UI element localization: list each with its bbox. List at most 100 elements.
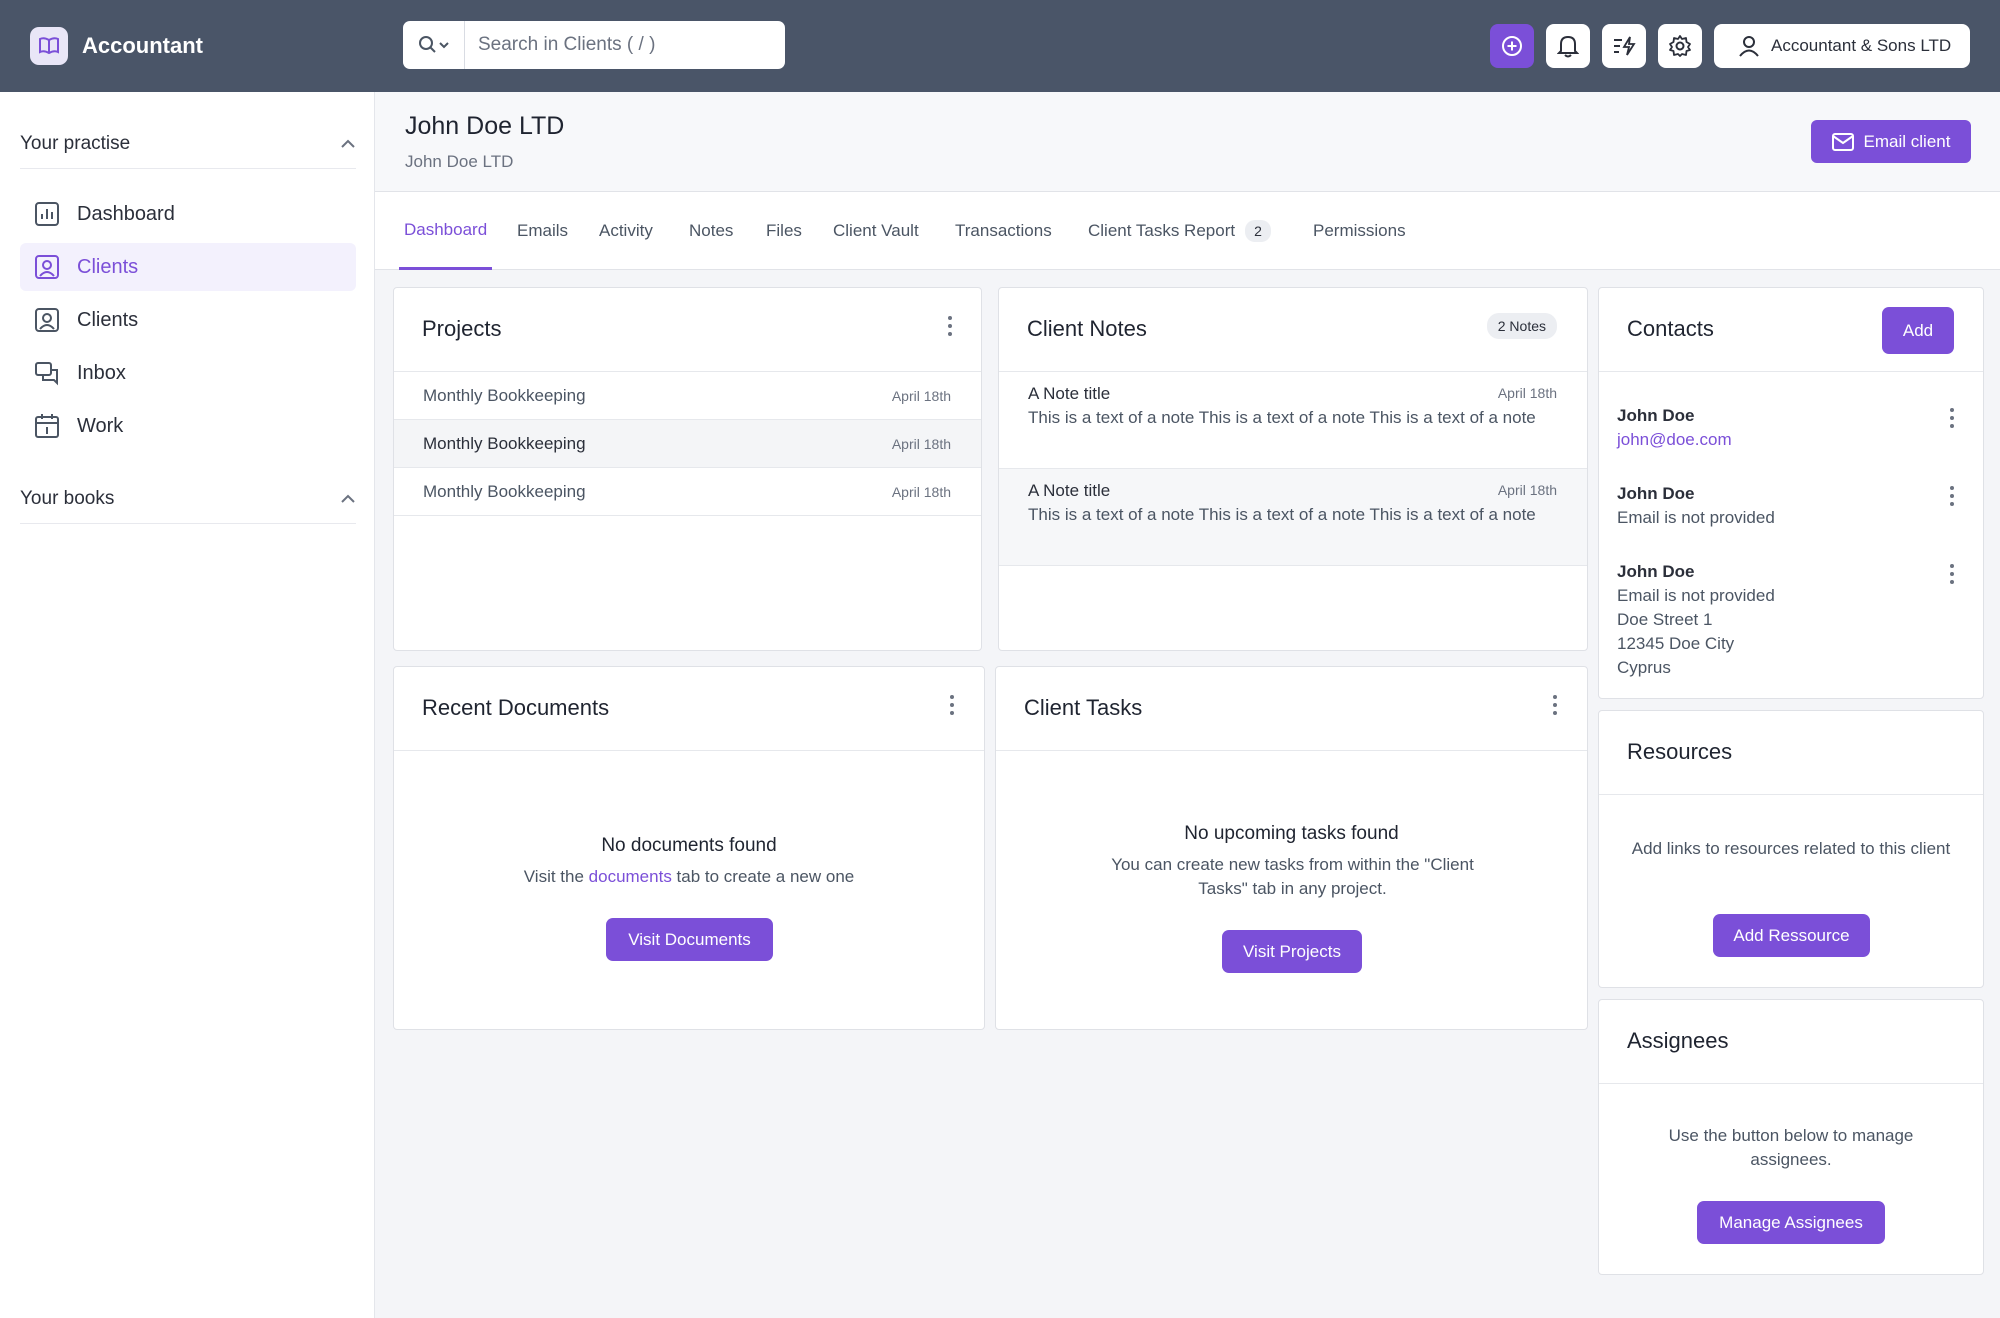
account-label: Accountant & Sons LTD <box>1771 36 1952 55</box>
card-title: Contacts <box>1627 316 1714 341</box>
contact-name: John Doe <box>1617 406 1695 425</box>
create-button[interactable] <box>1490 24 1534 68</box>
contact-more-menu[interactable] <box>1942 484 1962 508</box>
tab-label: Client Vault <box>833 221 919 240</box>
note-title: A Note title <box>1028 481 1111 500</box>
tab-files[interactable]: Files <box>766 192 802 270</box>
tab-bar: Dashboard Emails Activity Notes Files Cl… <box>375 192 2000 270</box>
search-input[interactable] <box>465 34 765 56</box>
notifications-button[interactable] <box>1546 24 1590 68</box>
empty-state-text: Visit the documents tab to create a new … <box>394 865 984 889</box>
contact-address-line: Cyprus <box>1617 658 1671 677</box>
tab-label: Files <box>766 221 802 240</box>
sidebar-item-label: Inbox <box>77 361 126 384</box>
email-client-label: Email client <box>1863 131 1951 151</box>
search-scope-button[interactable] <box>403 21 465 69</box>
tab-notes[interactable]: Notes <box>689 192 733 270</box>
section-your-practise[interactable]: Your practise <box>20 119 356 169</box>
card-header: Contacts Add <box>1599 288 1983 372</box>
contacts-card: Contacts Add John Doe john@doe.com John … <box>1598 287 1984 699</box>
documents-more-menu[interactable] <box>942 693 962 717</box>
card-header: Client Tasks <box>996 667 1587 751</box>
gear-icon <box>1669 35 1691 57</box>
card-title: Client Notes <box>1027 316 1147 341</box>
contact-item: John Doe Email is not provided Doe Stree… <box>1617 560 1967 680</box>
visit-documents-label: Visit Documents <box>628 929 751 949</box>
tab-label: Transactions <box>955 221 1052 240</box>
add-contact-button[interactable]: Add <box>1882 307 1954 354</box>
email-client-button[interactable]: Email client <box>1811 120 1971 163</box>
empty-text-part: Visit the <box>523 867 589 886</box>
empty-state-title: No documents found <box>601 835 777 856</box>
tab-client-vault[interactable]: Client Vault <box>833 192 919 270</box>
contact-address-line: 12345 Doe City <box>1617 634 1735 653</box>
bar-chart-icon <box>33 200 61 228</box>
contact-item: John Doe Email is not provided <box>1617 482 1967 530</box>
sidebar-item-label: Dashboard <box>77 202 175 225</box>
sidebar-item-inbox[interactable]: Inbox <box>20 349 356 397</box>
projects-more-menu[interactable] <box>940 314 960 338</box>
sidebar-item-clients[interactable]: Clients <box>20 296 356 344</box>
client-header: John Doe LTD John Doe LTD Email client <box>375 92 2000 192</box>
project-name: Monthly Bookkeeping <box>423 481 586 501</box>
brand: Accountant <box>0 0 375 92</box>
card-title: Projects <box>422 316 502 341</box>
tasks-more-menu[interactable] <box>1545 693 1565 717</box>
tab-emails[interactable]: Emails <box>517 192 568 270</box>
contact-email-link[interactable]: john@doe.com <box>1617 430 1732 449</box>
projects-card: Projects Monthly Bookkeeping April 18th … <box>393 287 982 651</box>
sidebar-item-work[interactable]: Work <box>20 402 356 450</box>
contact-more-menu[interactable] <box>1942 406 1962 430</box>
add-contact-label: Add <box>1902 320 1934 340</box>
manage-assignees-button[interactable]: Manage Assignees <box>1697 1201 1885 1244</box>
note-item[interactable]: A Note title April 18th This is a text o… <box>999 469 1587 566</box>
notes-count-badge: 2 Notes <box>1486 313 1557 339</box>
contact-item: John Doe john@doe.com <box>1617 404 1967 452</box>
calendar-icon <box>33 412 61 440</box>
client-notes-card: Client Notes 2 Notes A Note title April … <box>998 287 1588 651</box>
mail-icon <box>1831 132 1854 151</box>
sidebar-item-dashboard[interactable]: Dashboard <box>20 190 356 238</box>
tab-client-tasks-report[interactable]: Client Tasks Report 2 <box>1088 192 1271 270</box>
project-date: April 18th <box>891 483 951 500</box>
tab-label: Client Tasks Report <box>1088 221 1236 240</box>
tab-dashboard[interactable]: Dashboard <box>399 192 493 270</box>
contact-more-menu[interactable] <box>1942 562 1962 586</box>
visit-documents-button[interactable]: Visit Documents <box>606 918 773 961</box>
section-your-books[interactable]: Your books <box>20 474 356 524</box>
tab-transactions[interactable]: Transactions <box>955 192 1052 270</box>
tab-activity[interactable]: Activity <box>599 192 653 270</box>
sidebar-item-label: Clients <box>77 308 139 331</box>
empty-text-part: tab to create a new one <box>671 867 855 886</box>
list-item[interactable]: Monthly Bookkeeping April 18th <box>394 372 981 420</box>
card-header: Resources <box>1599 711 1983 795</box>
project-date: April 18th <box>891 435 951 452</box>
tab-label: Notes <box>689 221 734 240</box>
manage-assignees-label: Manage Assignees <box>1719 1212 1863 1232</box>
account-button[interactable]: Accountant & Sons LTD <box>1714 24 1970 68</box>
note-title: A Note title <box>1028 384 1111 403</box>
tab-label: Emails <box>517 221 569 240</box>
list-item[interactable]: Monthly Bookkeeping April 18th <box>394 420 981 468</box>
documents-link[interactable]: documents <box>588 867 672 886</box>
note-text: This is a text of a note This is a text … <box>1028 408 1536 427</box>
card-header: Recent Documents <box>394 667 984 751</box>
list-item[interactable]: Monthly Bookkeeping April 18th <box>394 468 981 516</box>
card-title: Assignees <box>1627 1028 1729 1053</box>
settings-button[interactable] <box>1658 24 1702 68</box>
contact-name: John Doe <box>1617 562 1695 581</box>
tab-permissions[interactable]: Permissions <box>1313 192 1406 270</box>
page-subtitle: John Doe LTD <box>405 152 514 171</box>
visit-projects-button[interactable]: Visit Projects <box>1222 930 1362 973</box>
book-icon <box>30 27 68 65</box>
resources-hint-text: Add links to resources related to this c… <box>1631 839 1951 858</box>
project-name: Monthly Bookkeeping <box>423 385 586 405</box>
lightning-list-icon <box>1614 36 1636 56</box>
add-resource-button[interactable]: Add Ressource <box>1713 914 1870 957</box>
quick-actions-button[interactable] <box>1602 24 1646 68</box>
note-item[interactable]: A Note title April 18th This is a text o… <box>999 372 1587 469</box>
visit-projects-label: Visit Projects <box>1243 941 1341 961</box>
contact-email-missing: Email is not provided <box>1617 508 1775 527</box>
contact-address-line: Doe Street 1 <box>1617 610 1713 629</box>
sidebar-item-clients-active[interactable]: Clients <box>20 243 356 291</box>
